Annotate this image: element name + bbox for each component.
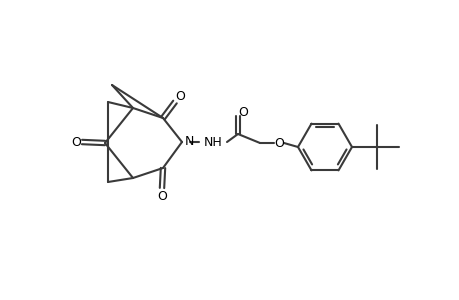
Text: O: O <box>274 136 283 149</box>
Text: O: O <box>157 190 167 203</box>
Text: O: O <box>71 136 81 148</box>
Text: NH: NH <box>203 136 222 148</box>
Text: O: O <box>175 89 185 103</box>
Text: N: N <box>184 134 193 148</box>
Text: O: O <box>238 106 247 118</box>
